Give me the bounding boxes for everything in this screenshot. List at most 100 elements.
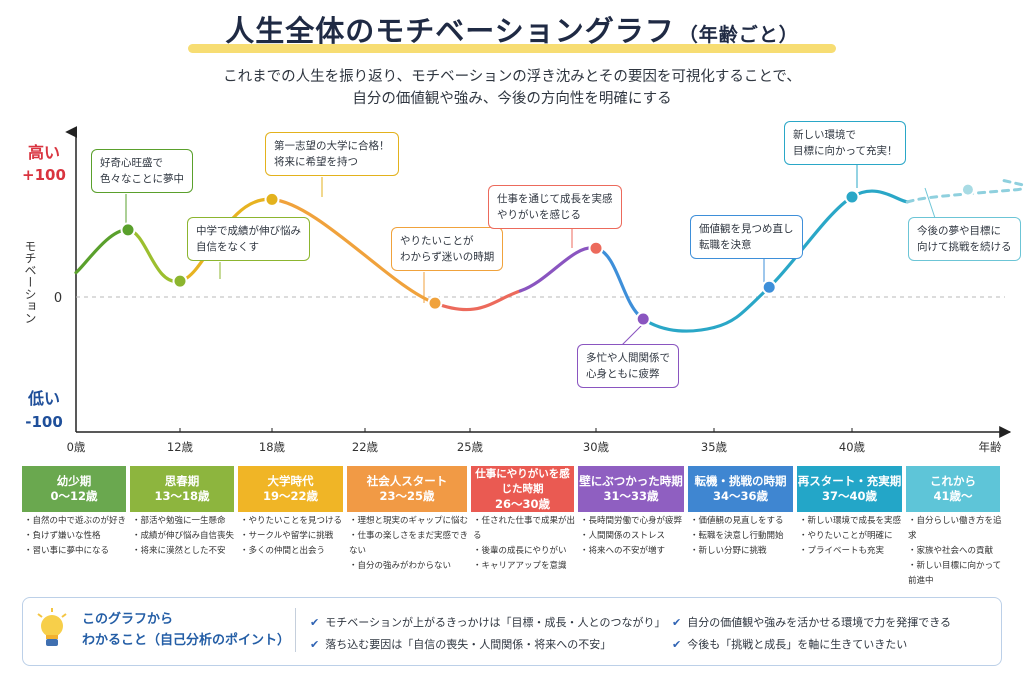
stage-age-range: 0〜12歳 — [50, 489, 98, 503]
annotation-callout: 第一志望の大学に合格！ 将来に希望を持つ — [266, 133, 398, 175]
data-point — [427, 295, 443, 311]
stage-bullet: 将来への不安が増す — [580, 544, 690, 559]
stage-bullet: 自分らしい働き方を追求 — [908, 514, 1006, 544]
stage-bullet: 人間関係のストレス — [580, 529, 690, 544]
stage-bullet: 将来に漠然とした不安 — [132, 544, 240, 559]
annotation-callout: 好奇心旺盛で 色々なことに夢中 — [92, 150, 192, 192]
annotation-connector — [924, 187, 936, 219]
motivation-line-segment — [433, 289, 522, 312]
summary-point: ✔ 今後も「挑戦と成長」を軸に生きていきたい — [672, 638, 908, 651]
motivation-line-segment — [712, 285, 771, 330]
stage-bullet: 仕事の楽しさをまだ実感できない — [349, 529, 473, 559]
stage-bullet: 習い事に夢中になる — [24, 544, 132, 559]
stage-age-range: 34〜36歳 — [712, 489, 768, 503]
stage-title: 社会人スタート — [366, 474, 448, 488]
x-tick-label: 0歳 — [67, 440, 86, 454]
motivation-line-segment — [594, 246, 645, 321]
stage-bullet: プライベートも充実 — [799, 544, 908, 559]
check-icon: ✔ — [310, 616, 320, 629]
stage-bullets: 任された仕事で成果が出る後輩の成長にやりがいキャリアアップを意識 — [473, 514, 580, 574]
stage-bullet: 部活や勉強に一生懸命 — [132, 514, 240, 529]
motivation-line-segment — [126, 228, 182, 283]
stage-header: これから 41歳〜 — [906, 466, 1000, 512]
stage-title: 大学時代 — [267, 474, 314, 488]
stage-bullets: 理想と現実のギャップに悩む仕事の楽しさをまだ実感できない自分の強みがわからない — [349, 514, 473, 574]
stage-age-range: 19〜22歳 — [262, 489, 318, 503]
stage-bullet: 価値観の見直しをする — [690, 514, 799, 529]
stage-bullet: 多くの仲間と出会う — [240, 544, 349, 559]
stage-bullet: サークルや留学に挑戦 — [240, 529, 349, 544]
y-low-label: 低い — [27, 389, 60, 408]
stage-age-range: 26〜30歳 — [494, 496, 550, 511]
motivation-chart: 高い +100 0 低い -100 モチベーション 0歳 12歳 18歳 22歳 25歳 30歳 35歳… — [22, 126, 1024, 454]
stage-header: 幼少期 0〜12歳 — [22, 466, 126, 512]
annotation-callout: やりたいことが わからず迷いの時期 — [392, 228, 503, 270]
data-point — [761, 279, 777, 295]
stage-age-range: 23〜25歳 — [379, 489, 435, 503]
x-tick-label: 22歳 — [352, 440, 379, 454]
motivation-line-segment — [850, 189, 909, 204]
x-tick-label: 30歳 — [583, 440, 610, 454]
stage-header: 仕事にやりがいを感じた時期 26〜30歳 — [471, 466, 574, 512]
stage-header: 思春期 13〜18歳 — [130, 466, 234, 512]
data-point — [264, 191, 280, 207]
stage-title: 転機・挑戦の時期 — [694, 474, 787, 488]
stage-age-range: 13〜18歳 — [154, 489, 210, 503]
stage-bullet: 新しい分野に挑戦 — [690, 544, 799, 559]
x-axis-label: 年齢 — [979, 440, 1002, 454]
stage-bullet: やりたいことが明確に — [799, 529, 908, 544]
stage-bullet: やりたいことを見つける — [240, 514, 349, 529]
stage-title: 幼少期 — [56, 474, 92, 488]
stage-bullet: 負けず嫌いな性格 — [24, 529, 132, 544]
x-tick-label: 35歳 — [701, 440, 728, 454]
check-icon: ✔ — [672, 616, 682, 629]
stage-bullets: 自分らしい働き方を追求家族や社会への貢献新しい目標に向かって前進中 — [908, 514, 1006, 589]
y-high-value: +100 — [22, 166, 66, 184]
stage-bullet: 任された仕事で成果が出る — [473, 514, 580, 544]
stage-age-range: 31〜33歳 — [603, 489, 659, 503]
stage-bullet: 転職を決意し行動開始 — [690, 529, 799, 544]
motivation-line-segment — [767, 195, 854, 289]
x-tick-label: 40歳 — [839, 440, 866, 454]
stage-title: 壁にぶつかった時期 — [579, 474, 683, 488]
motivation-line-segment — [641, 317, 716, 333]
stage-header: 転機・挑戦の時期 34〜36歳 — [688, 466, 793, 512]
motivation-line-segment — [74, 228, 130, 275]
annotation-callout: 中学で成績が伸び悩み 自信をなくす — [188, 218, 309, 260]
data-point — [120, 222, 136, 238]
summary-point: ✔ モチベーションが上がるきっかけは「目標・成長・人とのつながり」 — [310, 616, 666, 629]
stage-header: 壁にぶつかった時期 31〜33歳 — [578, 466, 684, 512]
summary-point: ✔ 落ち込む要因は「自信の喪失・人間関係・将来への不安」 — [310, 638, 612, 651]
y-low-value: -100 — [25, 413, 63, 431]
check-icon: ✔ — [310, 638, 320, 651]
data-point — [588, 240, 604, 256]
stage-title: 再スタート・充実期 — [797, 474, 902, 488]
stage-title: 仕事にやりがいを感じた時期 — [475, 467, 570, 495]
motivation-line-segment — [270, 197, 437, 305]
y-axis-label: モチベーション — [23, 240, 37, 324]
lightbulb-icon — [37, 608, 67, 646]
summary-title: このグラフから わかること（自己分析のポイント） — [82, 612, 291, 648]
motivation-line-segment — [518, 246, 598, 293]
x-tick-label: 18歳 — [259, 440, 286, 454]
data-point-future — [960, 182, 975, 197]
x-tick-label: 25歳 — [457, 440, 484, 454]
stage-bullets: 長時間労働で心身が疲弊人間関係のストレス将来への不安が増す — [580, 514, 690, 559]
stage-header: 再スタート・充実期 37〜40歳 — [797, 466, 902, 512]
summary-box — [22, 597, 1002, 666]
summary-divider — [295, 608, 296, 652]
stage-bullet: 新しい環境で成長を実感 — [799, 514, 908, 529]
annotation-callout: 新しい環境で 目標に向かって充実！ — [785, 122, 906, 164]
stage-header: 社会人スタート 23〜25歳 — [347, 466, 467, 512]
stage-title: これから — [930, 474, 976, 488]
future-dashed-line — [905, 178, 1024, 204]
y-high-label: 高い — [28, 143, 60, 162]
stage-bullet: 新しい目標に向かって前進中 — [908, 559, 1006, 589]
page-title: 人生全体のモチベーショングラフ （年齢ごと） — [225, 14, 799, 48]
stage-header: 大学時代 19〜22歳 — [238, 466, 343, 512]
stage-title: 思春期 — [164, 474, 200, 488]
annotation-callout: 今後の夢や目標に 向けて挑戦を続ける — [909, 218, 1020, 260]
stage-bullets: 新しい環境で成長を実感やりたいことが明確にプライベートも充実 — [799, 514, 908, 559]
y-zero-label: 0 — [54, 291, 62, 306]
summary-point: ✔ 自分の価値観や強みを活かせる環境で力を発揮できる — [672, 616, 951, 629]
